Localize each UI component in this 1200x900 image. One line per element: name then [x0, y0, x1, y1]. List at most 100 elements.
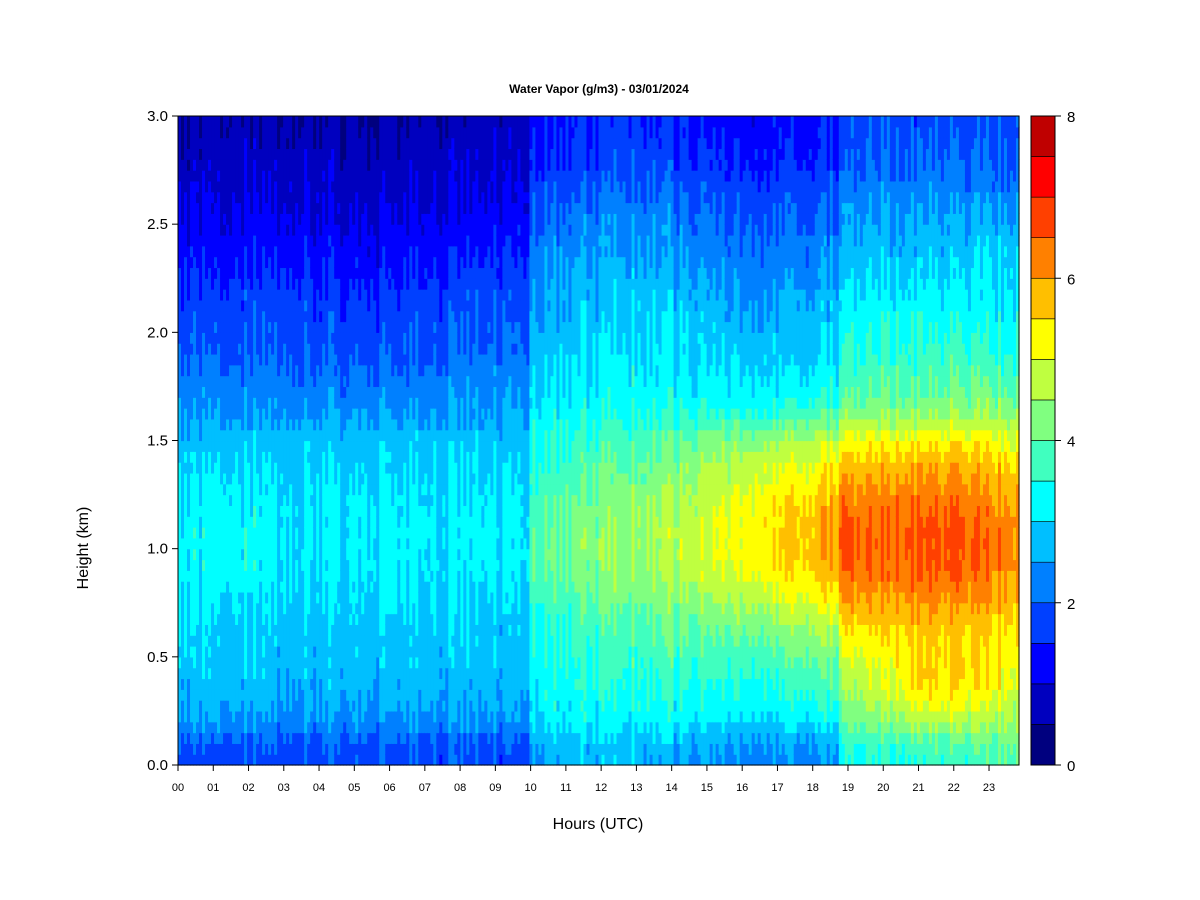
heatmap-cell	[223, 418, 227, 431]
heatmap-cell	[274, 483, 278, 496]
heatmap-cell	[214, 343, 218, 355]
heatmap-cell	[202, 321, 206, 333]
heatmap-cell	[220, 494, 224, 506]
heatmap-cell	[235, 700, 239, 712]
heatmap-cell	[223, 678, 227, 690]
heatmap-cell	[271, 267, 275, 279]
heatmap-cell	[202, 710, 206, 723]
heatmap-cell	[211, 148, 215, 160]
heatmap-cell	[202, 440, 206, 452]
heatmap-cell	[229, 180, 233, 193]
heatmap-cell	[226, 364, 230, 377]
heatmap-cell	[229, 689, 233, 701]
heatmap-cell	[199, 624, 203, 636]
heatmap-cell	[250, 245, 254, 258]
heatmap-cell	[232, 126, 236, 139]
heatmap-cell	[265, 548, 269, 561]
heatmap-cell	[250, 516, 254, 528]
heatmap-cell	[226, 418, 230, 431]
heatmap-cell	[241, 516, 245, 528]
heatmap-cell	[214, 527, 218, 539]
heatmap-cell	[271, 537, 275, 550]
heatmap-cell	[184, 743, 188, 755]
heatmap-cell	[181, 245, 185, 258]
heatmap-cell	[223, 646, 227, 658]
heatmap-cell	[247, 267, 251, 279]
heatmap-cell	[187, 386, 191, 398]
heatmap-cell	[214, 321, 218, 333]
heatmap-cell	[253, 126, 257, 139]
heatmap-cell	[217, 310, 221, 323]
heatmap-cell	[178, 754, 182, 766]
heatmap-cell	[184, 581, 188, 593]
heatmap-cell	[229, 710, 233, 723]
heatmap-cell	[229, 256, 233, 269]
heatmap-cell	[190, 548, 194, 561]
heatmap-cell	[181, 516, 185, 528]
heatmap-cell	[208, 364, 212, 377]
heatmap-cell	[214, 116, 218, 128]
heatmap-cell	[211, 537, 215, 550]
heatmap-cell	[253, 440, 257, 452]
heatmap-cell	[256, 353, 260, 366]
heatmap-cell	[274, 678, 278, 690]
heatmap-cell	[196, 126, 200, 139]
heatmap-cell	[226, 224, 230, 236]
heatmap-cell	[244, 548, 248, 561]
heatmap-cell	[211, 472, 215, 485]
heatmap-cell	[247, 289, 251, 301]
heatmap-cell	[229, 505, 233, 517]
heatmap-cell	[247, 624, 251, 636]
heatmap-cell	[199, 570, 203, 582]
heatmap-cell	[262, 126, 266, 139]
heatmap-cell	[178, 721, 182, 734]
heatmap-cell	[196, 656, 200, 669]
heatmap-cell	[199, 180, 203, 193]
heatmap-cell	[193, 170, 197, 182]
heatmap-cell	[247, 505, 251, 517]
heatmap-cell	[256, 700, 260, 712]
heatmap-cell	[202, 624, 206, 636]
heatmap-cell	[238, 483, 242, 496]
heatmap-cell	[223, 299, 227, 312]
heatmap-cell	[187, 245, 191, 258]
heatmap-cell	[196, 689, 200, 701]
heatmap-cell	[268, 289, 272, 301]
heatmap-cell	[223, 213, 227, 225]
heatmap-cell	[214, 289, 218, 301]
heatmap-cell	[256, 148, 260, 160]
heatmap-cell	[196, 710, 200, 723]
heatmap-cell	[271, 289, 275, 301]
heatmap-cell	[247, 732, 251, 744]
heatmap-cell	[271, 364, 275, 377]
heatmap-cell	[202, 483, 206, 496]
heatmap-cell	[232, 343, 236, 355]
heatmap-cell	[250, 743, 254, 755]
heatmap-cell	[250, 494, 254, 506]
heatmap-cell	[271, 310, 275, 323]
heatmap-cell	[220, 116, 224, 128]
heatmap-cell	[265, 397, 269, 409]
heatmap-cell	[271, 613, 275, 625]
heatmap-cell	[274, 505, 278, 517]
heatmap-cell	[262, 159, 266, 171]
heatmap-cell	[250, 191, 254, 204]
heatmap-cell	[238, 332, 242, 344]
heatmap-cell	[250, 170, 254, 182]
heatmap-cell	[259, 624, 263, 636]
heatmap-cell	[229, 224, 233, 236]
heatmap-cell	[199, 364, 203, 377]
heatmap-cell	[184, 386, 188, 398]
heatmap-cell	[199, 516, 203, 528]
heatmap-cell	[178, 591, 182, 604]
heatmap-cell	[262, 678, 266, 690]
heatmap-cell	[271, 462, 275, 474]
heatmap-cell	[250, 527, 254, 539]
heatmap-cell	[256, 483, 260, 496]
heatmap-cell	[220, 202, 224, 214]
heatmap-cell	[178, 700, 182, 712]
heatmap-cell	[214, 256, 218, 269]
heatmap-cell	[202, 289, 206, 301]
heatmap-cell	[253, 267, 257, 279]
heatmap-cell	[226, 710, 230, 723]
